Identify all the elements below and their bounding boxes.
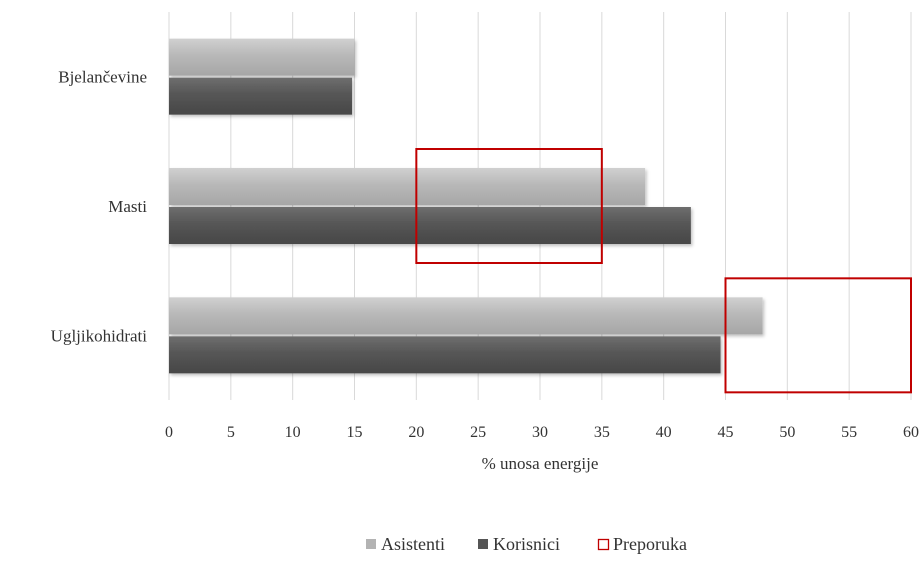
bars [169, 38, 763, 374]
category-label: Masti [108, 197, 147, 216]
x-tick-label: 25 [470, 424, 486, 441]
category-label: Ugljikohidrati [51, 326, 148, 345]
x-tick-label: 10 [285, 424, 301, 441]
legend-swatch-asistenti [366, 539, 376, 549]
x-tick-label: 5 [227, 424, 235, 441]
bar-asistenti-1 [169, 38, 355, 76]
x-tick-label: 35 [594, 424, 610, 441]
bar-korisnici-3 [169, 336, 721, 374]
x-axis-label: % unosa energije [482, 454, 599, 473]
x-tick-label: 30 [532, 424, 548, 441]
x-tick-label: 50 [779, 424, 795, 441]
bar-korisnici-1 [169, 77, 353, 115]
x-tick-label: 0 [165, 424, 173, 441]
x-tick-label: 40 [656, 424, 672, 441]
recommendation-range-3 [724, 277, 912, 394]
recommendation-ranges [415, 148, 912, 394]
recommendation-range-2 [415, 148, 603, 264]
x-tick-label: 20 [408, 424, 424, 441]
legend-label-asistenti: Asistenti [381, 534, 445, 554]
x-tick-label: 55 [841, 424, 857, 441]
legend-label-preporuka: Preporuka [613, 534, 687, 554]
x-tick-label: 45 [718, 424, 734, 441]
bar-korisnici-2 [169, 207, 691, 244]
bar-asistenti-2 [169, 168, 646, 205]
category-labels: Bjelančevine Masti Ugljikohidrati [51, 68, 148, 346]
legend: Asistenti Korisnici Preporuka [366, 534, 687, 554]
category-label: Bjelančevine [58, 68, 147, 87]
legend-swatch-korisnici [478, 539, 488, 549]
x-tick-label: 15 [347, 424, 363, 441]
legend-swatch-preporuka [597, 538, 610, 551]
bar-asistenti-3 [169, 297, 763, 335]
legend-label-korisnici: Korisnici [493, 534, 560, 554]
x-tick-label: 60 [903, 424, 919, 441]
tick-labels: 0 5 10 15 20 25 30 35 40 45 50 55 60 [165, 424, 919, 441]
